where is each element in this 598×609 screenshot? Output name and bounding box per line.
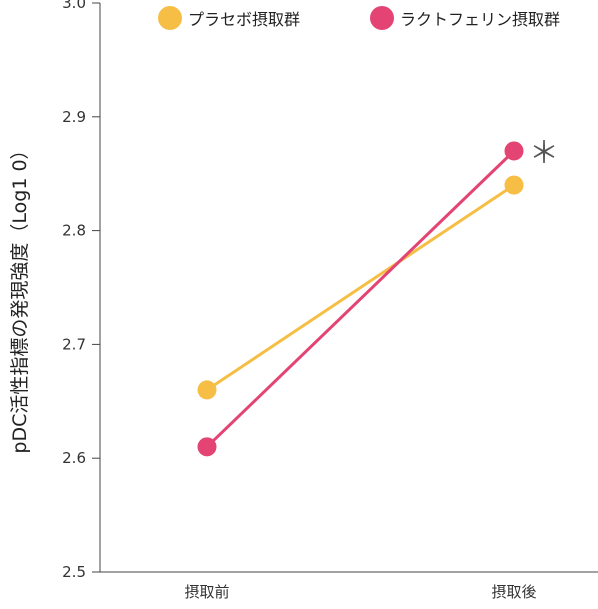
y-tick-label: 3.0 [62,0,86,12]
y-tick-label: 2.5 [62,563,86,581]
data-point-1-0 [197,437,217,457]
x-tick-label: 摂取前 [184,583,229,601]
legend-label-lactoferrin: ラクトフェリン摂取群 [400,10,560,29]
legend-marker-lactoferrin [370,6,394,30]
y-tick-label: 2.8 [62,222,86,240]
y-axis-title: pDC活性指標の発現強度（Log1 0） [9,140,31,453]
y-tick-label: 2.9 [62,108,86,126]
series-line-1 [205,149,516,448]
legend: プラセボ摂取群 ラクトフェリン摂取群 [158,6,560,30]
legend-marker-placebo [158,6,182,30]
axes: 2.5 2.6 2.7 2.8 2.9 3.0 摂取前 摂取後 [62,0,598,601]
y-tick-label: 2.6 [62,449,86,467]
series-layer [197,141,524,457]
data-point-0-0 [197,380,217,400]
x-tick-label: 摂取後 [491,583,536,601]
series-line-0 [206,183,515,392]
data-point-1-1 [504,141,524,161]
data-point-0-1 [504,175,524,195]
y-tick-label: 2.7 [62,335,86,353]
significance-annotation: ＊ [529,136,559,171]
legend-label-placebo: プラセボ摂取群 [188,10,300,29]
